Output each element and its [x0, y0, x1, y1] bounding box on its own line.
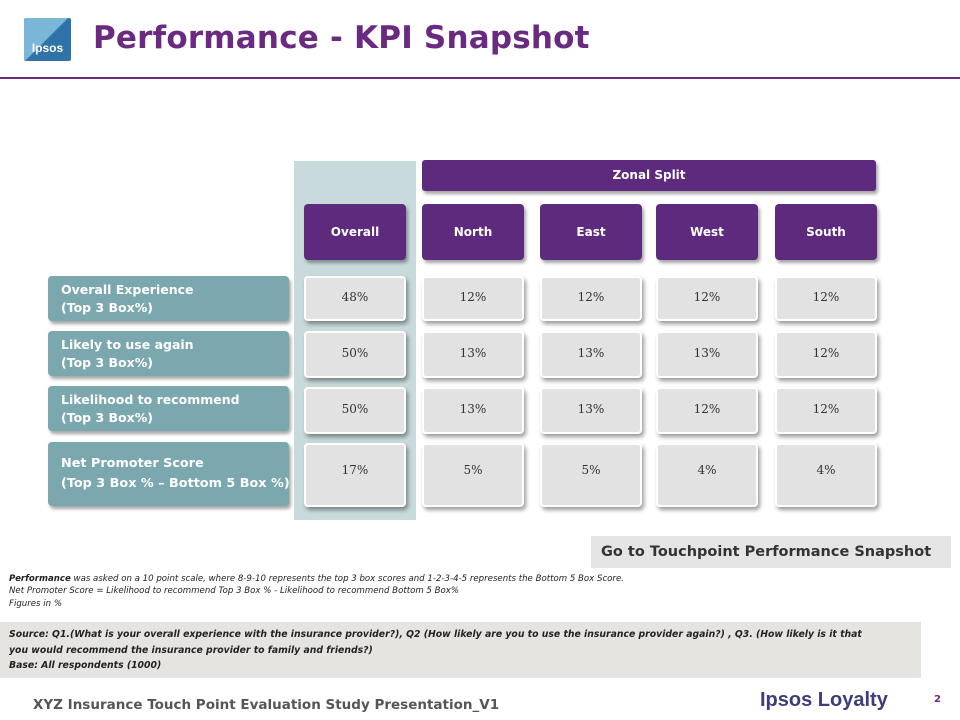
value-cell: 17%: [304, 443, 406, 507]
value-cell: 4%: [775, 443, 877, 507]
row-label-line2: (Top 3 Box%): [61, 299, 153, 315]
value-cell: 4%: [656, 443, 758, 507]
footnote-line: Figures in %: [9, 598, 62, 609]
value-cell: 50%: [304, 331, 406, 378]
value-cell: 12%: [656, 276, 758, 321]
value-cell: 13%: [656, 331, 758, 378]
value-cell: 12%: [775, 387, 877, 434]
value-cell: 5%: [540, 443, 642, 507]
value-cell: 13%: [422, 387, 524, 434]
ipsos-logo: Ipsos: [24, 18, 71, 61]
footnote-text: was asked on a 10 point scale, where 8-9…: [70, 574, 624, 584]
footnote-line: Net Promoter Score = Likelihood to recom…: [9, 586, 460, 597]
value-cell: 12%: [775, 331, 877, 378]
source-line: Source: Q1.(What is your overall experie…: [9, 629, 862, 640]
column-header-south: South: [775, 204, 877, 260]
row-label-likelihood-to-recommend: Likelihood to recommend (Top 3 Box%): [48, 386, 289, 431]
row-label-line1: Overall Experience: [61, 281, 194, 297]
row-label-line2: (Top 3 Box % – Bottom 5 Box %): [61, 476, 290, 491]
footer-title: XYZ Insurance Touch Point Evaluation Stu…: [33, 697, 500, 713]
value-cell: 5%: [422, 443, 524, 507]
row-label-net-promoter-score: Net Promoter Score (Top 3 Box % – Bottom…: [48, 442, 290, 506]
value-cell: 12%: [775, 276, 877, 321]
value-cell: 50%: [304, 387, 406, 434]
value-cell: 12%: [422, 276, 524, 321]
footnotes: Performance was asked on a 10 point scal…: [9, 573, 909, 610]
value-cell: 48%: [304, 276, 406, 321]
footnote-line: Performance was asked on a 10 point scal…: [9, 573, 909, 585]
source-line: you would recommend the insurance provid…: [9, 644, 373, 656]
column-header-north: North: [422, 204, 524, 260]
base-line: Base: All respondents (1000): [9, 660, 162, 671]
value-cell: 12%: [540, 276, 642, 321]
value-cell: 13%: [540, 331, 642, 378]
zonal-split-header: Zonal Split: [422, 160, 876, 191]
column-header-east: East: [540, 204, 642, 260]
title-divider: [0, 77, 960, 79]
touchpoint-snapshot-link[interactable]: Go to Touchpoint Performance Snapshot: [591, 536, 951, 568]
footnote-bold-term: Performance: [9, 574, 71, 584]
row-label-line2: (Top 3 Box%): [61, 409, 153, 425]
ipsos-loyalty-brand: Ipsos Loyalty: [760, 689, 888, 711]
row-label-line1: Likelihood to recommend: [61, 391, 240, 407]
value-cell: 13%: [540, 387, 642, 434]
logo-text: Ipsos: [31, 41, 64, 55]
source-box: Source: Q1.(What is your overall experie…: [0, 622, 921, 678]
row-label-line1: Net Promoter Score: [61, 456, 204, 471]
value-cell: 12%: [656, 387, 758, 434]
row-label-overall-experience: Overall Experience (Top 3 Box%): [48, 276, 289, 321]
value-cell: 13%: [422, 331, 524, 378]
row-label-likely-to-use-again: Likely to use again (Top 3 Box%): [48, 331, 289, 376]
page-number: 2: [934, 694, 941, 705]
row-label-line2: (Top 3 Box%): [61, 354, 153, 370]
page-title: Performance - KPI Snapshot: [93, 20, 590, 56]
row-label-line1: Likely to use again: [61, 336, 194, 352]
column-header-overall: Overall: [304, 204, 406, 260]
column-header-west: West: [656, 204, 758, 260]
